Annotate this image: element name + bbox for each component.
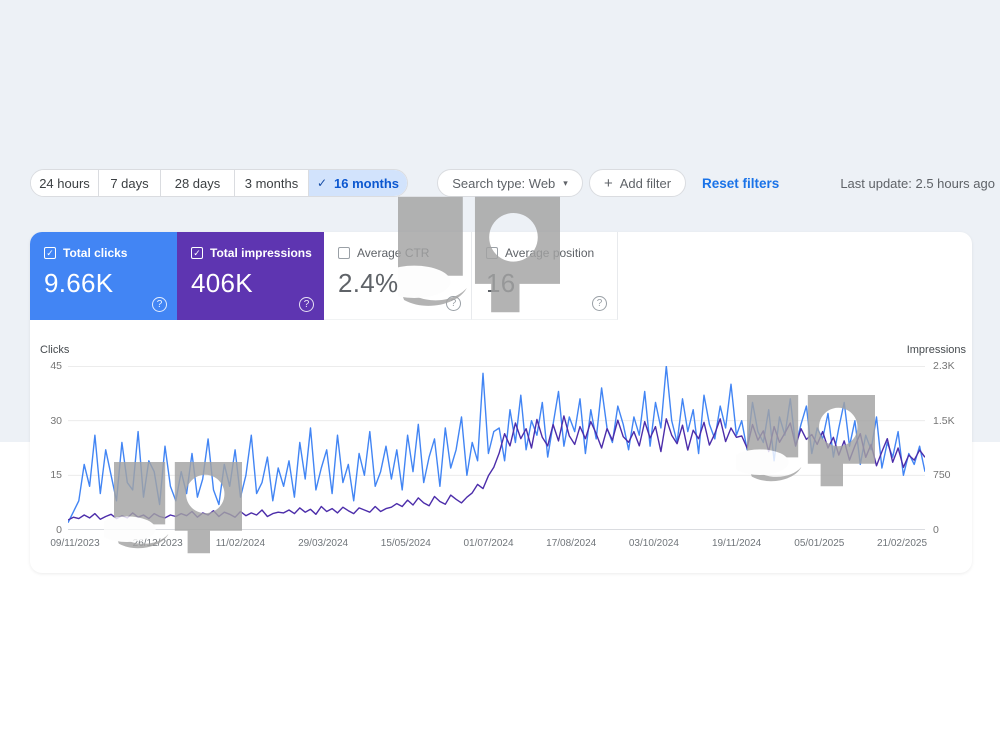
range-3-months[interactable]: 3 months: [235, 170, 309, 196]
range-label: 7 days: [110, 175, 149, 191]
add-filter-label: Add filter: [619, 175, 672, 191]
checkbox-checked-icon[interactable]: ✓: [191, 247, 203, 259]
axis-tick-label: 45: [50, 360, 62, 372]
axis-tick-label: 0: [56, 524, 62, 536]
right-axis-title: Impressions: [906, 344, 966, 356]
axis-tick-label: 15: [50, 469, 62, 482]
search-type-label: Search type: Web: [452, 175, 556, 191]
x-axis-date-label: 15/05/2024: [380, 538, 431, 549]
axis-tick-label: 1.5K: [933, 414, 955, 427]
metric-label: Total impressions: [210, 246, 312, 260]
x-axis-date-label: 26/12/2023: [132, 538, 183, 549]
help-icon[interactable]: ?: [592, 296, 607, 311]
metric-value: 16: [486, 268, 516, 298]
axis-tick-label: 0: [933, 524, 939, 536]
x-axis-date-label: 11/02/2024: [215, 538, 266, 549]
metric-value: 406K: [191, 268, 253, 298]
axis-tick-label: 30: [50, 414, 62, 427]
metric-value: 9.66K: [44, 268, 114, 298]
date-range-selector: 24 hours 7 days 28 days 3 months ✓ 16 mo…: [30, 169, 408, 197]
axis-tick-label: 750: [933, 469, 951, 482]
check-icon: ✓: [316, 176, 328, 190]
range-label: 24 hours: [39, 175, 90, 191]
metric-label: Average CTR: [357, 246, 430, 260]
range-16-months[interactable]: ✓ 16 months: [309, 170, 407, 196]
performance-card: ✓ Total clicks 9.66K ? ✓ Total impressio…: [30, 232, 972, 573]
checkbox-unchecked-icon[interactable]: [486, 247, 498, 259]
chevron-down-icon: ▾: [563, 177, 568, 188]
axis-tick-label: 2.3K: [933, 360, 955, 372]
help-icon[interactable]: ?: [152, 297, 167, 312]
range-label: 28 days: [174, 175, 221, 191]
add-filter-button[interactable]: + Add filter: [589, 169, 686, 197]
range-7-days[interactable]: 7 days: [99, 170, 161, 196]
metric-label: Total clicks: [63, 246, 128, 260]
checkbox-checked-icon[interactable]: ✓: [44, 247, 56, 259]
left-axis-title: Clicks: [40, 344, 70, 356]
x-axis-date-label: 03/10/2024: [628, 538, 679, 549]
total-clicks-tile[interactable]: ✓ Total clicks 9.66K ?: [30, 232, 177, 320]
average-position-tile[interactable]: Average position 16 ?: [471, 232, 618, 320]
x-axis-date-label: 05/01/2025: [794, 538, 845, 549]
x-axis-date-label: 17/08/2024: [546, 538, 597, 549]
average-ctr-tile[interactable]: Average CTR 2.4% ?: [324, 232, 471, 320]
checkbox-unchecked-icon[interactable]: [338, 247, 350, 259]
metric-value: 2.4%: [338, 268, 399, 298]
range-label: 3 months: [244, 175, 299, 191]
help-icon[interactable]: ?: [299, 297, 314, 312]
range-24-hours[interactable]: 24 hours: [31, 170, 99, 196]
x-axis-date-label: 19/11/2024: [711, 538, 762, 549]
range-label: 16 months: [334, 175, 400, 191]
reset-filters-link[interactable]: Reset filters: [702, 176, 780, 191]
help-icon[interactable]: ?: [446, 296, 461, 311]
metric-label: Average position: [505, 246, 595, 260]
x-axis-date-label: 21/02/2025: [876, 538, 928, 549]
plus-icon: +: [603, 174, 613, 192]
x-axis-date-label: 01/07/2024: [463, 538, 514, 549]
last-update-text: Last update: 2.5 hours ago: [840, 176, 995, 191]
series-impressions: [68, 415, 925, 521]
x-axis-date-label: 29/03/2024: [298, 538, 349, 549]
performance-line-chart: [68, 366, 925, 530]
total-impressions-tile[interactable]: ✓ Total impressions 406K ?: [177, 232, 324, 320]
x-axis-date-label: 09/11/2023: [50, 538, 100, 549]
search-type-dropdown[interactable]: Search type: Web ▾: [437, 169, 583, 197]
range-28-days[interactable]: 28 days: [161, 170, 235, 196]
